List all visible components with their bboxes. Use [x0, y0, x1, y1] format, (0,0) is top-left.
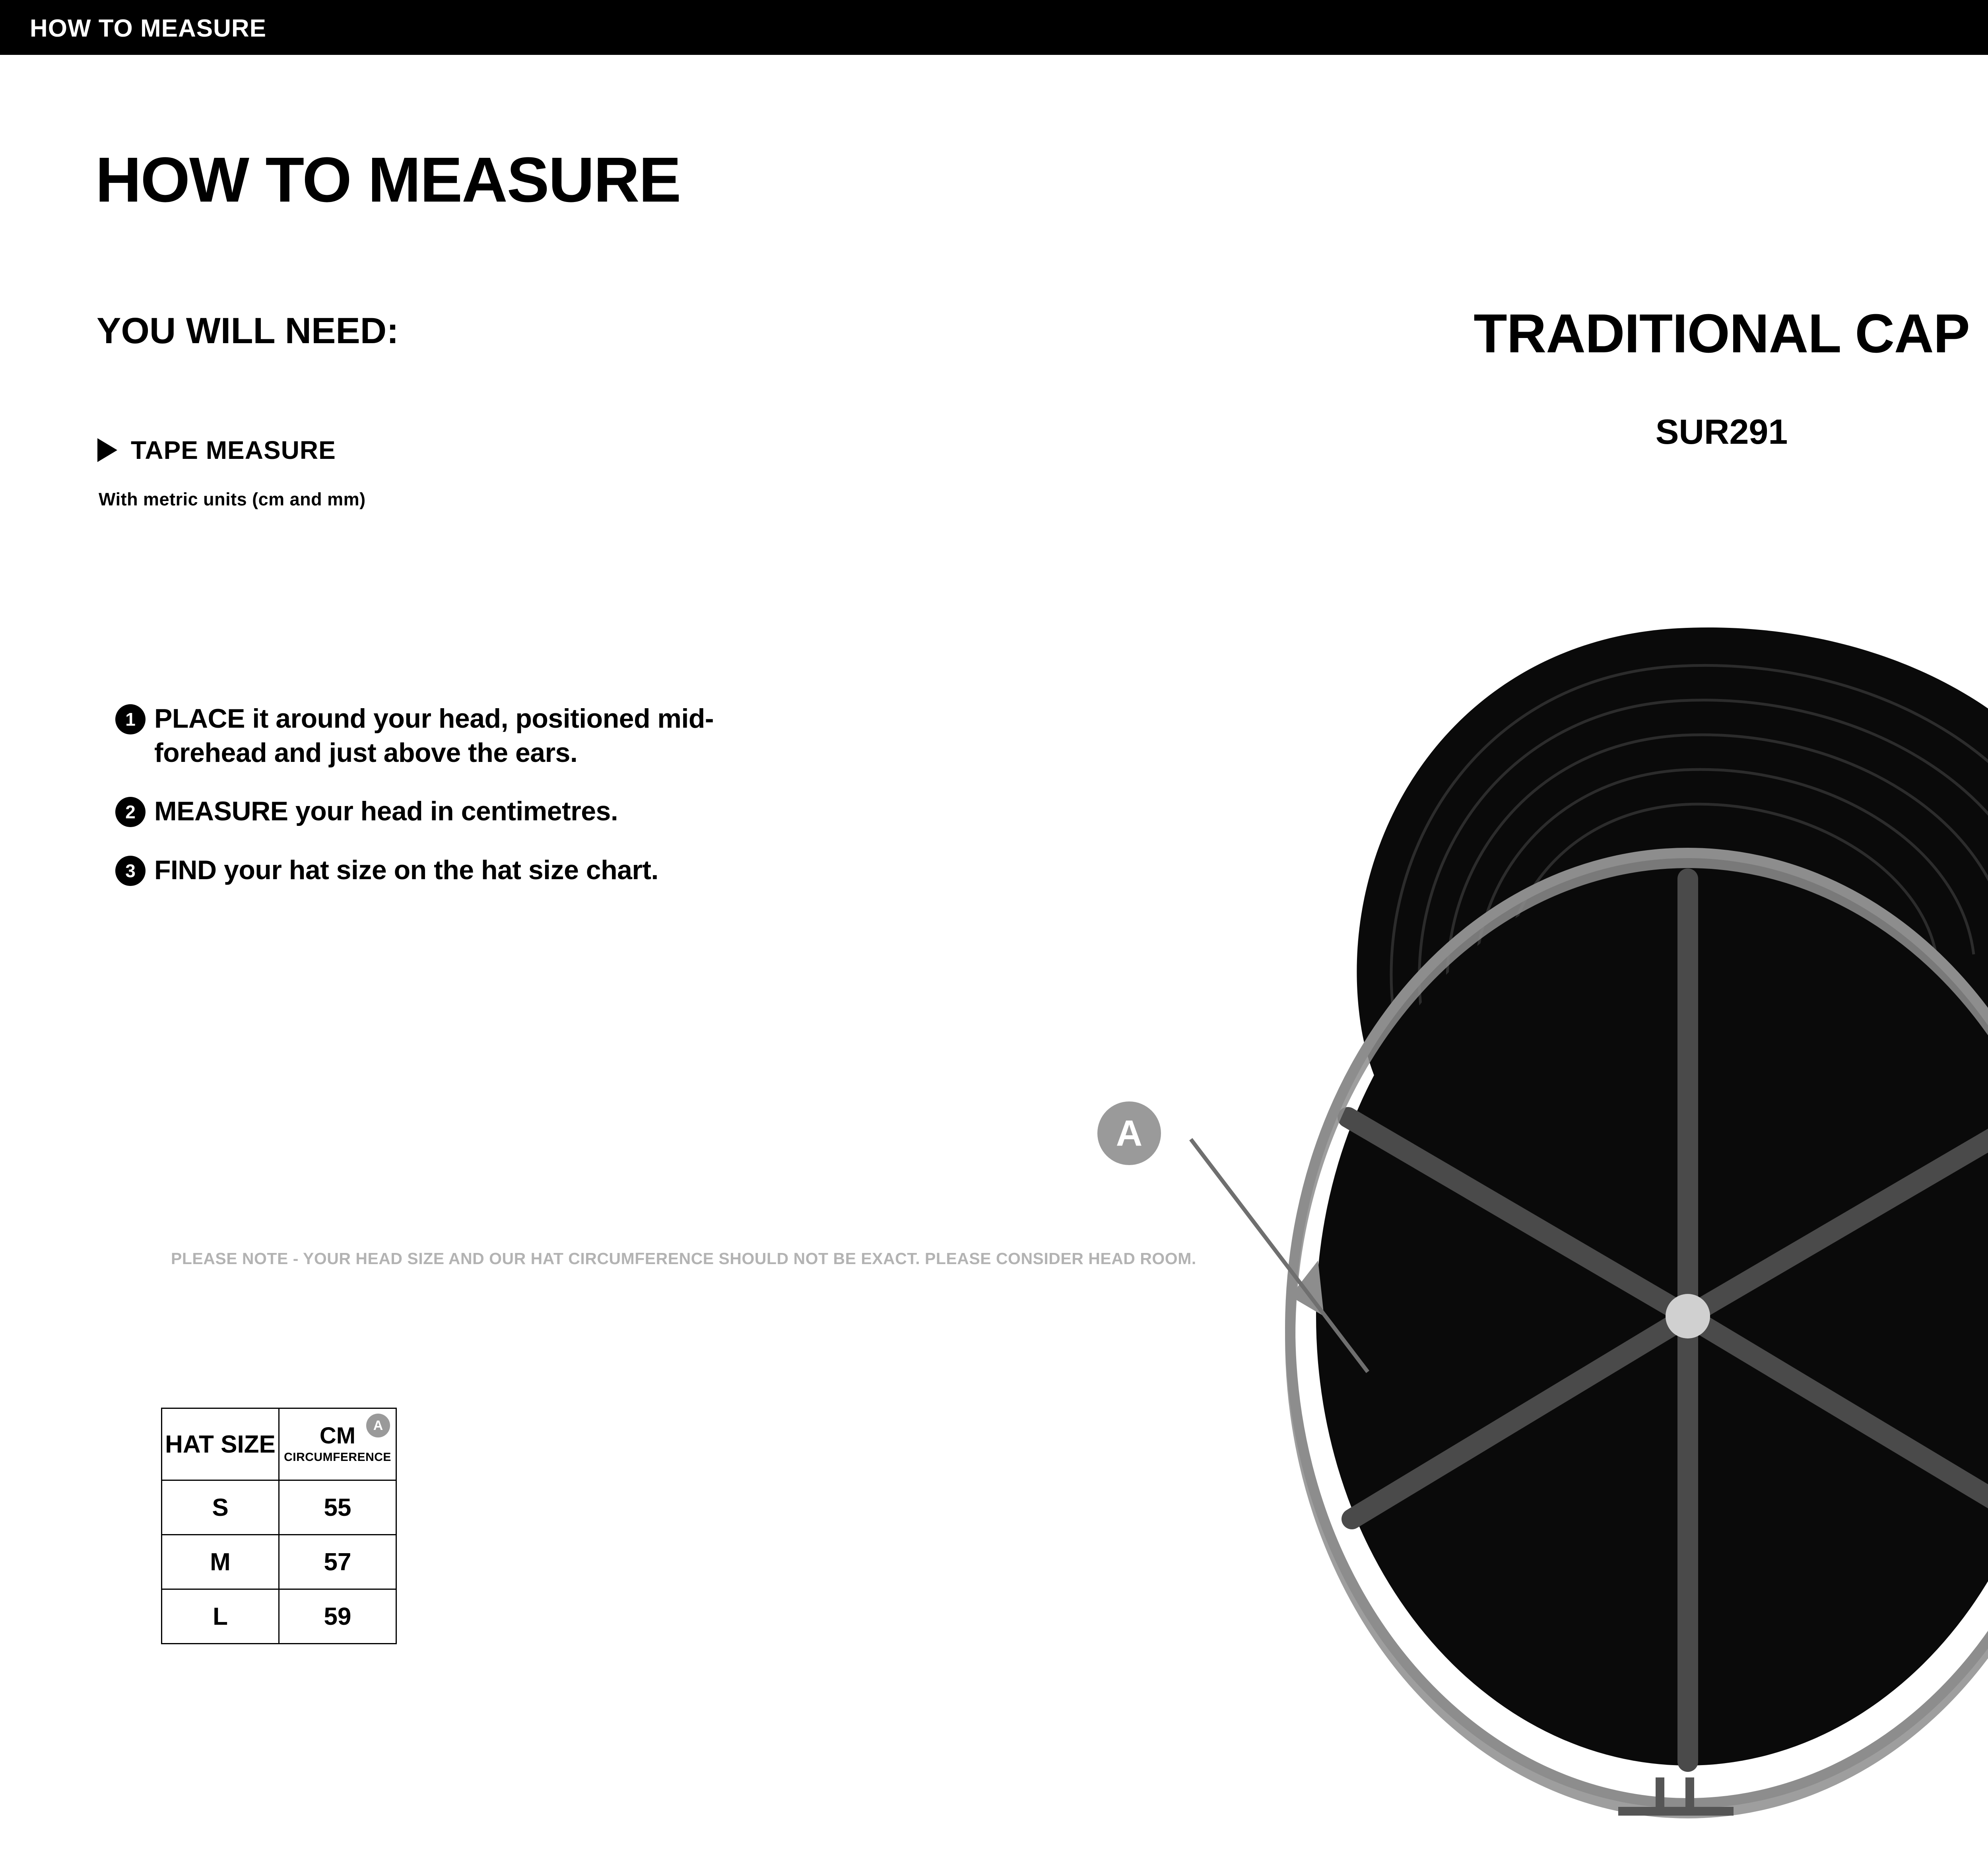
cell-cm: 57 [278, 1534, 397, 1590]
top-bar: HOW TO MEASURE SS SURRIDGE [0, 0, 1988, 55]
measure-end-ticks-icon [1618, 1777, 1734, 1816]
cap-diagram [1189, 627, 1988, 1818]
badge-a-icon: A [366, 1414, 390, 1437]
column-header-hat-size: HAT SIZE [161, 1408, 280, 1481]
cell-hat-size: S [161, 1480, 280, 1535]
hat-size-table: HAT SIZE CM CIRCUMFERENCE A S 55 M 57 L … [161, 1408, 397, 1644]
step-text: MEASURE your head in centimetres. [154, 796, 618, 827]
steps-list: 1 PLACE it around your head, positioned … [115, 702, 871, 912]
cell-cm: 55 [278, 1480, 397, 1535]
step-text: FIND your hat size on the hat size chart… [154, 855, 658, 886]
cell-hat-size: L [161, 1589, 280, 1644]
cell-cm: 59 [278, 1589, 397, 1644]
table-row: L 59 [161, 1589, 397, 1644]
step-number-badge: 1 [115, 704, 146, 734]
top-bar-title: HOW TO MEASURE [30, 15, 266, 42]
step-item: 1 PLACE it around your head, positioned … [115, 702, 871, 770]
triangle-bullet-icon [97, 438, 117, 462]
table-row: M 57 [161, 1534, 397, 1590]
step-item: 3 FIND your hat size on the hat size cha… [115, 853, 871, 888]
cell-hat-size: M [161, 1534, 280, 1590]
page-title: HOW TO MEASURE [95, 144, 681, 215]
section-heading-you-will-need: YOU WILL NEED: [97, 311, 399, 351]
column-header-circumference: CIRCUMFERENCE [284, 1451, 391, 1464]
step-text: PLACE it around your head, positioned mi… [154, 703, 714, 768]
need-item-label: TAPE MEASURE [131, 436, 336, 464]
product-title: TRADITIONAL CAP [1474, 303, 1970, 364]
disclaimer-note: PLEASE NOTE - YOUR HEAD SIZE AND OUR HAT… [171, 1249, 1196, 1268]
need-item-row: TAPE MEASURE [97, 435, 336, 465]
table-header-row: HAT SIZE CM CIRCUMFERENCE A [161, 1408, 397, 1481]
cap-button-icon [1666, 1294, 1710, 1338]
column-header-cm-circumference: CM CIRCUMFERENCE A [278, 1408, 397, 1481]
need-item-sublabel: With metric units (cm and mm) [99, 489, 366, 509]
callout-leader-line [1189, 1138, 1369, 1373]
callout-badge-a: A [1097, 1101, 1161, 1165]
column-header-cm: CM [319, 1423, 356, 1449]
step-number-badge: 3 [115, 856, 146, 886]
cap-seams [1338, 868, 1988, 1772]
step-item: 2 MEASURE your head in centimetres. [115, 794, 871, 829]
table-row: S 55 [161, 1480, 397, 1535]
cap-crown-shape [1316, 867, 1988, 1772]
product-code: SUR291 [1655, 412, 1788, 451]
step-number-badge: 2 [115, 797, 146, 827]
